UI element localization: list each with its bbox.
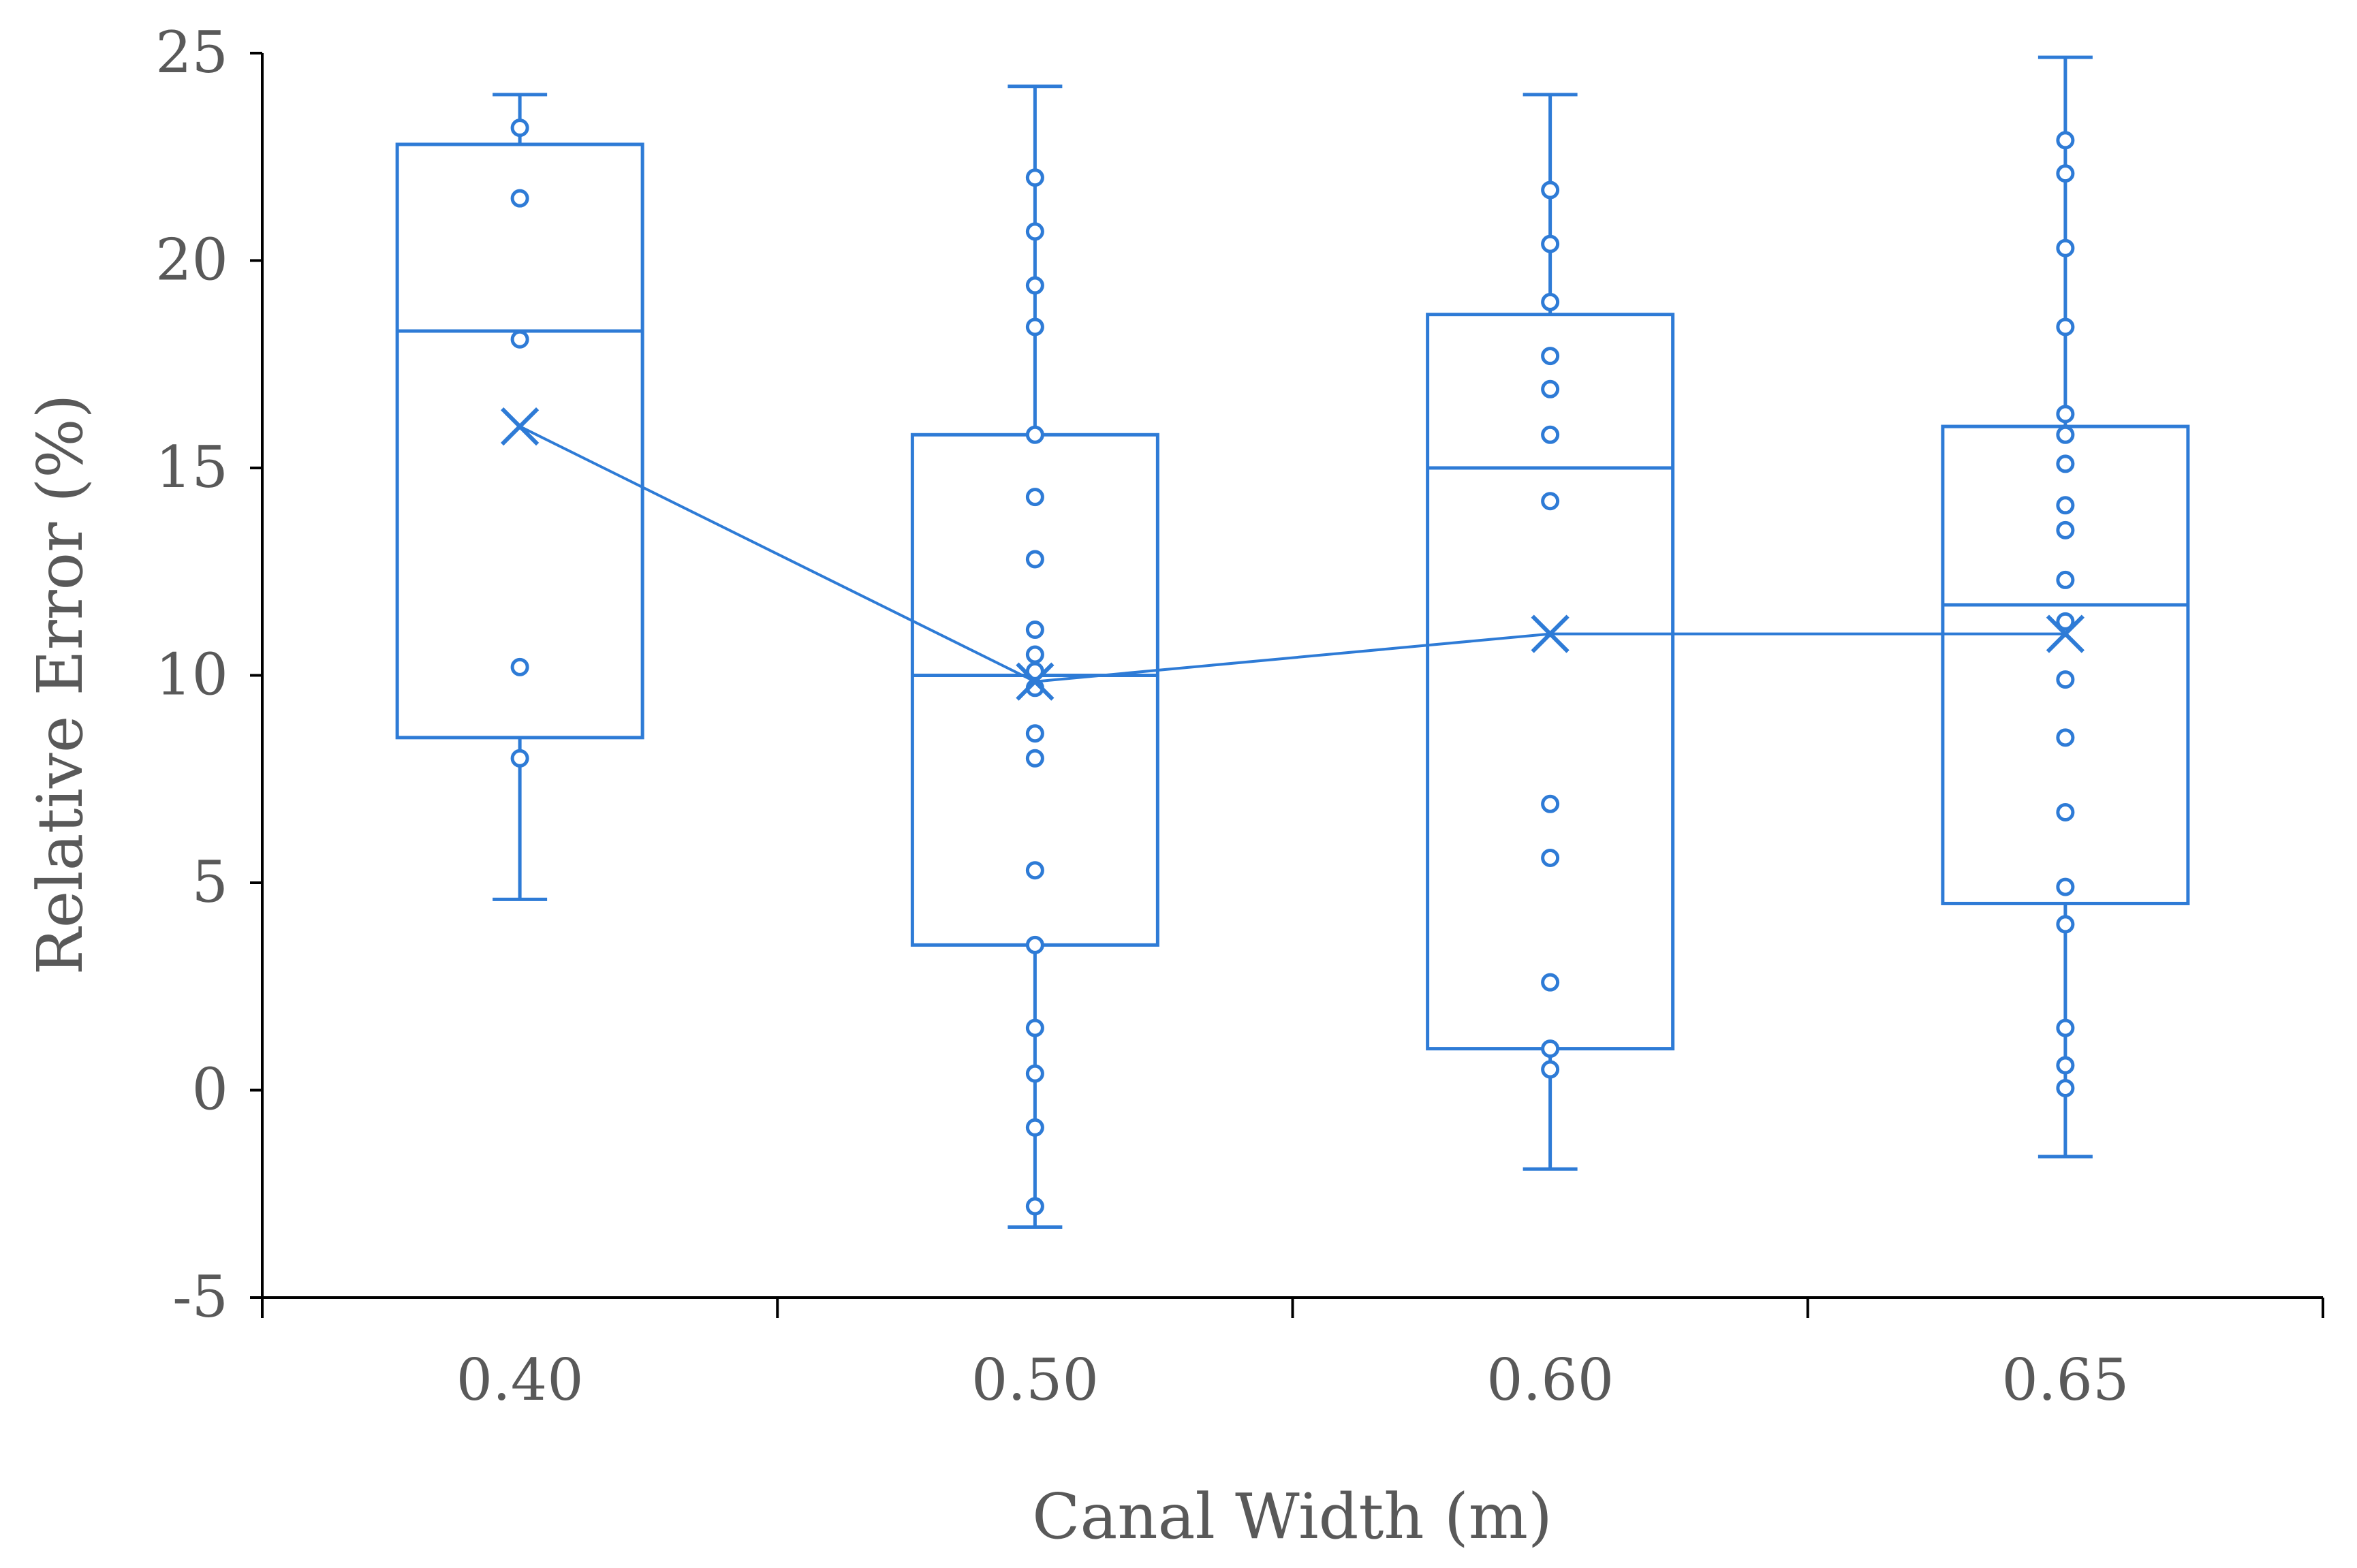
data-point	[1541, 292, 1560, 311]
data-point	[1541, 379, 1560, 398]
data-point	[510, 189, 529, 208]
mean-marker	[1531, 614, 1570, 653]
data-point	[1541, 848, 1560, 867]
data-point	[1541, 492, 1560, 511]
data-point	[1025, 168, 1044, 187]
data-point	[1025, 724, 1044, 743]
x-tick-label: 0.60	[1486, 1347, 1614, 1413]
data-point	[510, 749, 529, 768]
data-point	[2056, 728, 2075, 747]
data-point	[1541, 1060, 1560, 1079]
data-point	[1541, 973, 1560, 992]
data-point	[1541, 347, 1560, 366]
x-ticks: 0.40 0.50 0.60 0.65	[261, 1298, 2324, 1413]
data-point	[1025, 1018, 1044, 1037]
box-group	[1941, 55, 2190, 1159]
box-group	[1426, 93, 1675, 1171]
y-tick-label: 5	[192, 849, 228, 915]
y-axis-title: Relative Error (%)	[24, 394, 97, 975]
data-point	[1025, 861, 1044, 880]
box-group	[395, 93, 644, 901]
data-point	[1025, 621, 1044, 640]
data-point	[2056, 405, 2075, 424]
data-point	[1025, 317, 1044, 336]
data-point	[1025, 1197, 1044, 1216]
box-series	[395, 55, 2190, 1229]
data-point	[2056, 454, 2075, 473]
y-tick-label: 0	[192, 1056, 228, 1123]
mean-marker	[501, 407, 540, 446]
data-point	[2056, 1078, 2075, 1097]
data-point	[2056, 238, 2075, 257]
data-point	[1025, 1064, 1044, 1083]
y-ticks: -5 0 5 10 15 20 25	[155, 19, 262, 1330]
mean-series	[501, 407, 2085, 701]
data-point	[1025, 222, 1044, 241]
x-tick-label: 0.40	[456, 1347, 584, 1413]
data-point	[1541, 234, 1560, 253]
data-point	[1025, 488, 1044, 507]
data-point	[1025, 645, 1044, 664]
data-point	[1025, 550, 1044, 569]
data-point	[2056, 131, 2075, 150]
y-tick-label: 20	[155, 227, 228, 294]
data-point	[2056, 612, 2075, 631]
data-point	[2056, 1056, 2075, 1075]
data-point	[2056, 915, 2075, 934]
x-axis-title: Canal Width (m)	[1032, 1480, 1552, 1553]
x-tick-label: 0.65	[2001, 1347, 2129, 1413]
data-point	[1541, 425, 1560, 444]
y-tick-label: 25	[155, 19, 228, 86]
data-point	[2056, 520, 2075, 539]
data-point	[1025, 749, 1044, 768]
mean-trend-line	[519, 425, 2065, 683]
y-tick-label: 10	[155, 642, 228, 708]
box-group	[910, 84, 1159, 1229]
data-point	[1541, 794, 1560, 813]
data-point	[1025, 1118, 1044, 1137]
mean-marker	[1016, 662, 1055, 701]
iqr-box	[395, 142, 644, 740]
x-tick-label: 0.50	[971, 1347, 1099, 1413]
data-point	[2056, 317, 2075, 336]
data-point	[2056, 1018, 2075, 1037]
data-point	[510, 657, 529, 676]
data-point	[1541, 1039, 1560, 1059]
data-point	[2056, 802, 2075, 821]
data-point	[1541, 181, 1560, 200]
y-tick-label: 15	[155, 434, 228, 501]
mean-marker	[2046, 614, 2085, 653]
data-point	[2056, 496, 2075, 515]
data-point	[1025, 935, 1044, 954]
data-point	[2056, 164, 2075, 183]
data-point	[1025, 276, 1044, 295]
data-point	[2056, 570, 2075, 589]
iqr-box	[1426, 313, 1675, 1051]
data-point	[510, 330, 529, 349]
data-point	[2056, 425, 2075, 444]
y-tick-label: -5	[172, 1264, 228, 1330]
data-point	[510, 119, 529, 138]
data-point	[2056, 670, 2075, 689]
data-point	[2056, 877, 2075, 896]
data-point	[1025, 425, 1044, 444]
